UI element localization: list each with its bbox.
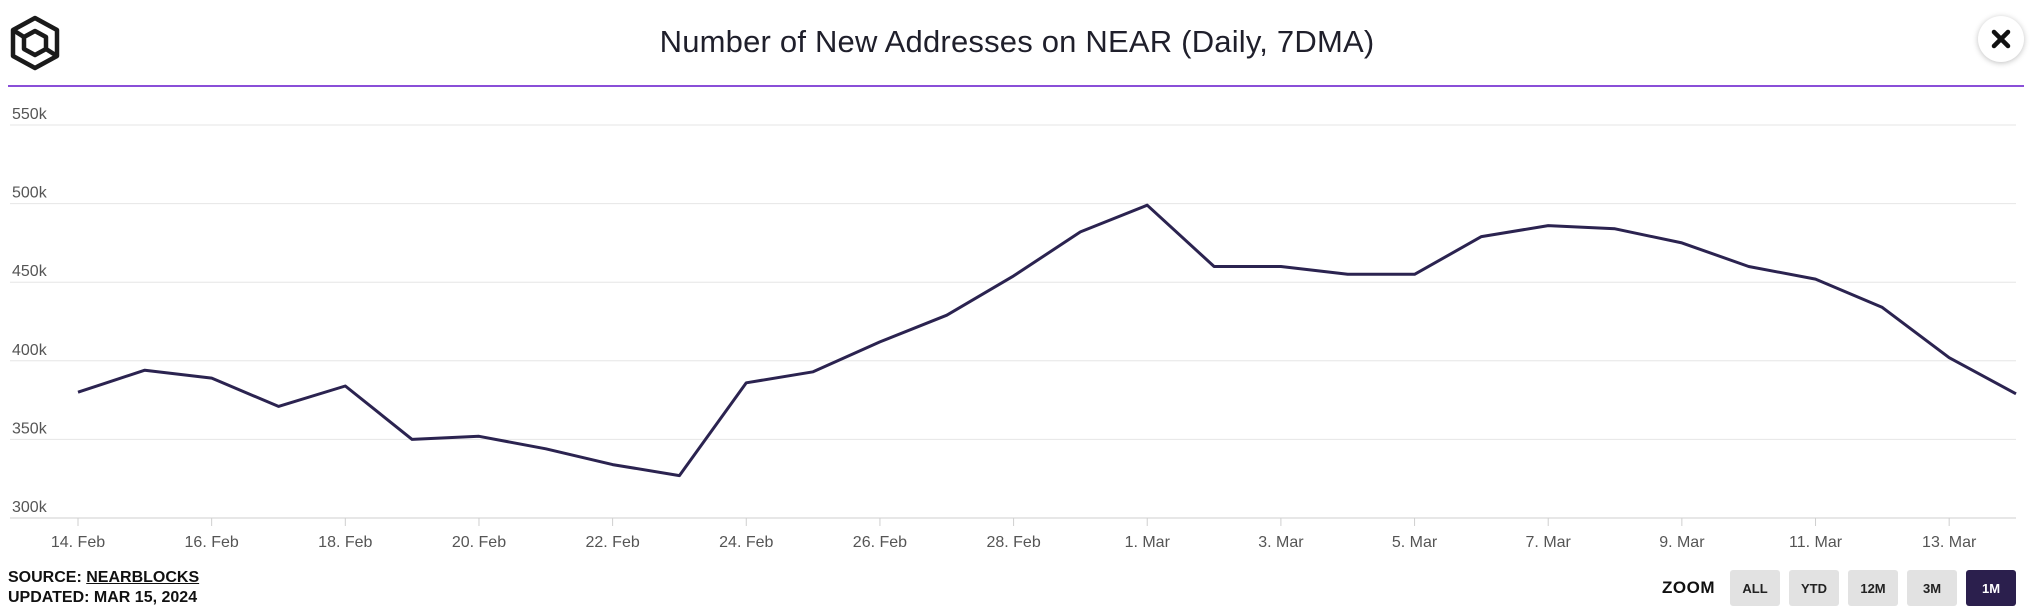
data-point[interactable] — [538, 441, 554, 457]
zoom-label: ZOOM — [1662, 578, 1715, 597]
y-axis: 300k 350k 400k 450k 500k 550k — [12, 106, 48, 516]
x-axis: 14. Feb 16. Feb 18. Feb 20. Feb 22. Feb 24. F… — [51, 518, 1977, 551]
y-tick-label: 450k — [12, 263, 48, 280]
data-point[interactable] — [805, 364, 821, 380]
source-label: SOURCE: — [8, 569, 82, 586]
data-point[interactable] — [204, 370, 220, 386]
chart-title: Number of New Addresses on NEAR (Daily, … — [659, 24, 1375, 59]
y-tick-label: 550k — [12, 106, 48, 123]
y-tick-label: 500k — [12, 185, 48, 202]
data-point[interactable] — [1674, 235, 1690, 251]
data-point[interactable] — [1407, 266, 1423, 282]
y-tick-label: 300k — [12, 499, 48, 516]
y-tick-label: 400k — [12, 342, 48, 359]
zoom-12m-button[interactable]: 12M — [1848, 570, 1898, 606]
zoom-all-button[interactable]: ALL — [1730, 570, 1780, 606]
data-point[interactable] — [70, 384, 86, 400]
data-point[interactable] — [872, 334, 888, 350]
data-point[interactable] — [1139, 197, 1155, 213]
series-group — [70, 197, 2024, 484]
logo-icon — [6, 14, 64, 72]
updated-label: UPDATED: MAR 15, 2024 — [8, 589, 198, 606]
y-tick-label: 350k — [12, 420, 48, 437]
x-tick-label: 3. Mar — [1258, 534, 1304, 551]
x-tick-label: 24. Feb — [719, 534, 773, 551]
data-point[interactable] — [337, 378, 353, 394]
x-tick-label: 9. Mar — [1659, 534, 1705, 551]
data-point[interactable] — [2008, 386, 2024, 402]
x-tick-label: 28. Feb — [986, 534, 1040, 551]
data-point[interactable] — [404, 431, 420, 447]
data-point[interactable] — [671, 468, 687, 484]
data-point[interactable] — [1607, 221, 1623, 237]
close-icon — [1991, 29, 2011, 49]
zoom-controls: ZOOM ALL YTD 12M 3M 1M — [1662, 570, 2016, 606]
data-point[interactable] — [270, 398, 286, 414]
data-point[interactable] — [1540, 218, 1556, 234]
close-button[interactable] — [1978, 16, 2024, 62]
data-point[interactable] — [1741, 258, 1757, 274]
data-point[interactable] — [1473, 229, 1489, 245]
series-line[interactable] — [77, 203, 2017, 478]
data-point[interactable] — [1340, 266, 1356, 282]
x-tick-label: 1. Mar — [1125, 534, 1171, 551]
data-point[interactable] — [738, 375, 754, 391]
x-tick-label: 14. Feb — [51, 534, 105, 551]
x-tick-label: 11. Mar — [1789, 534, 1843, 551]
data-point[interactable] — [1941, 350, 1957, 366]
data-point[interactable] — [137, 362, 153, 378]
x-tick-label: 18. Feb — [318, 534, 372, 551]
x-tick-label: 5. Mar — [1392, 534, 1438, 551]
x-tick-label: 7. Mar — [1526, 534, 1572, 551]
data-point[interactable] — [605, 457, 621, 473]
data-point[interactable] — [1006, 268, 1022, 284]
x-tick-label: 16. Feb — [185, 534, 239, 551]
zoom-ytd-button[interactable]: YTD — [1789, 570, 1839, 606]
x-tick-label: 20. Feb — [452, 534, 506, 551]
x-tick-label: 26. Feb — [853, 534, 907, 551]
data-point[interactable] — [471, 428, 487, 444]
data-point[interactable] — [1273, 258, 1289, 274]
zoom-3m-button[interactable]: 3M — [1907, 570, 1957, 606]
gridlines — [10, 124, 2016, 519]
zoom-1m-button[interactable]: 1M — [1966, 570, 2016, 606]
source-link[interactable]: NEARBLOCKS — [86, 569, 200, 586]
data-point[interactable] — [1874, 299, 1890, 315]
x-tick-label: 13. Mar — [1922, 534, 1977, 551]
data-point[interactable] — [1072, 224, 1088, 240]
data-point[interactable] — [1808, 271, 1824, 287]
title-divider — [8, 85, 2024, 87]
data-point[interactable] — [939, 307, 955, 323]
x-tick-label: 22. Feb — [585, 534, 639, 551]
data-point[interactable] — [1206, 258, 1222, 274]
source-note: SOURCE: NEARBLOCKS UPDATED: MAR 15, 2024 — [8, 568, 199, 608]
